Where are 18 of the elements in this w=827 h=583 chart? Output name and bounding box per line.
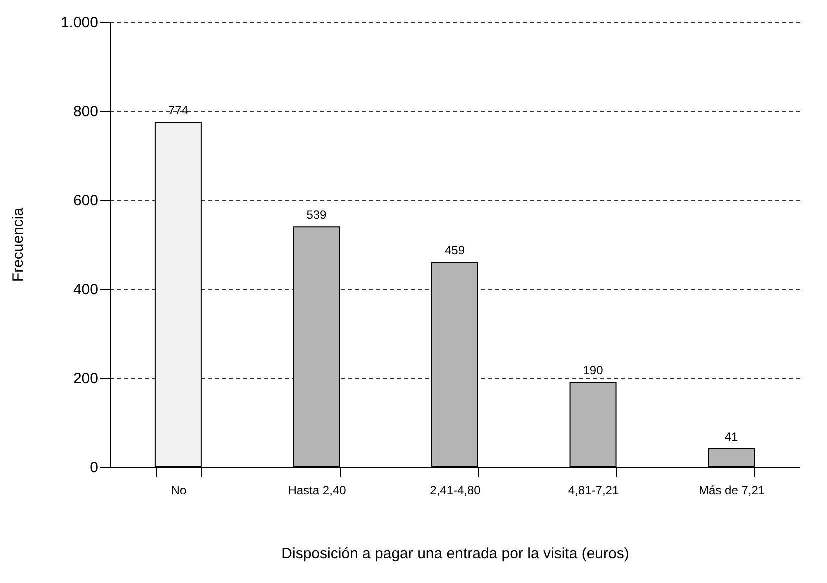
x-tick-label: Más de 7,21 <box>699 484 766 498</box>
x-tick-label: No <box>171 484 187 498</box>
y-tick-label: 200 <box>73 370 98 388</box>
data-label: 41 <box>724 430 739 444</box>
y-tick-label: 800 <box>73 104 98 120</box>
x-tick-label: Hasta 2,40 <box>288 484 347 498</box>
x-tick-label: 2,41-4,80 <box>430 484 482 498</box>
data-label: 459 <box>444 244 466 258</box>
y-tick-label: 400 <box>73 282 98 298</box>
data-label: 539 <box>306 208 328 222</box>
y-tick-label: 600 <box>73 192 98 210</box>
y-tick-label: 0 <box>90 460 98 476</box>
x-tick-label: 4,81-7,21 <box>568 484 620 498</box>
x-axis-title: Disposición a pagar una entrada por la visita (euros) <box>282 546 630 562</box>
y-axis-title: Frecuencia <box>10 207 27 282</box>
data-label: 190 <box>583 363 604 378</box>
y-tick-label: 1.000 <box>60 14 98 32</box>
data-label: 774 <box>168 104 189 118</box>
